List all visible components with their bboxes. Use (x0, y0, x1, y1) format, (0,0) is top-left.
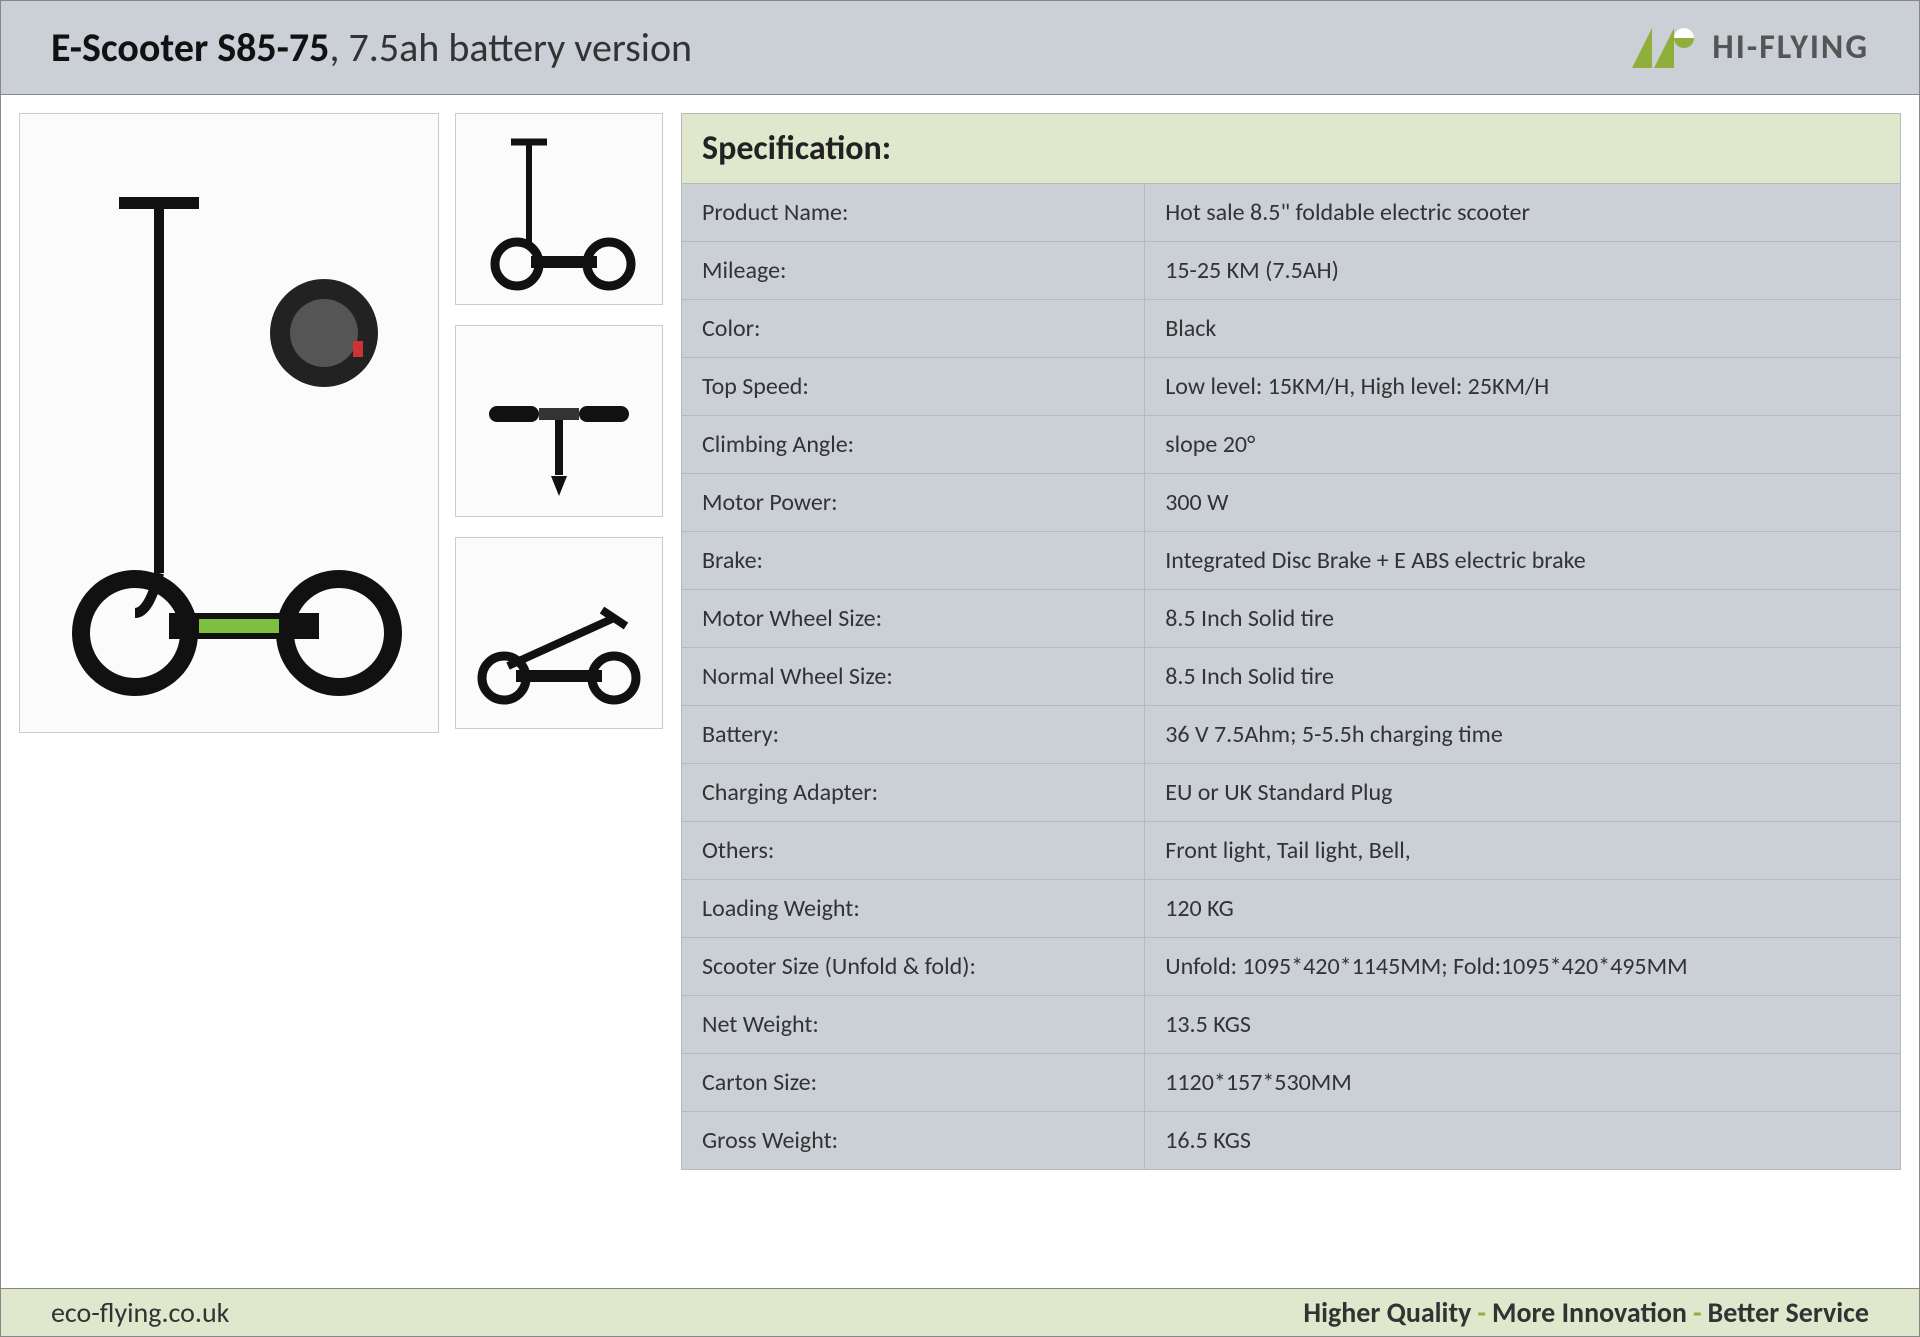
table-row: Loading Weight:120 KG (682, 880, 1901, 938)
spec-value: 36 V 7.5Ahm; 5-5.5h charging time (1145, 706, 1901, 764)
spec-value: EU or UK Standard Plug (1145, 764, 1901, 822)
tagline-sep-2: - (1687, 1295, 1708, 1330)
table-row: Others:Front light, Tail light, Bell, (682, 822, 1901, 880)
spec-label: Gross Weight: (682, 1112, 1145, 1170)
tagline-3: Better Service (1708, 1295, 1869, 1330)
spec-value: 15-25 KM (7.5AH) (1145, 242, 1901, 300)
spec-value: 8.5 Inch Solid tire (1145, 648, 1901, 706)
table-row: Carton Size:1120*157*530MM (682, 1054, 1901, 1112)
spec-value: 120 KG (1145, 880, 1901, 938)
spec-label: Carton Size: (682, 1054, 1145, 1112)
table-row: Brake:Integrated Disc Brake + E ABS elec… (682, 532, 1901, 590)
table-row: Color:Black (682, 300, 1901, 358)
spec-label: Others: (682, 822, 1145, 880)
spec-value: 13.5 KGS (1145, 996, 1901, 1054)
thumbnail-column (455, 113, 663, 1278)
spec-label: Mileage: (682, 242, 1145, 300)
tagline-1: Higher Quality (1303, 1295, 1471, 1330)
footer-url: eco-flying.co.uk (51, 1295, 229, 1330)
page-title: E-Scooter S85-75, 7.5ah battery version (51, 23, 692, 72)
spec-label: Top Speed: (682, 358, 1145, 416)
table-row: Climbing Angle:slope 20° (682, 416, 1901, 474)
spec-label: Scooter Size (Unfold & fold): (682, 938, 1145, 996)
table-row: Battery:36 V 7.5Ahm; 5-5.5h charging tim… (682, 706, 1901, 764)
spec-panel: Specification: Product Name:Hot sale 8.5… (681, 113, 1901, 1278)
spec-label: Motor Wheel Size: (682, 590, 1145, 648)
spec-value: Integrated Disc Brake + E ABS electric b… (1145, 532, 1901, 590)
spec-label: Normal Wheel Size: (682, 648, 1145, 706)
spec-label: Charging Adapter: (682, 764, 1145, 822)
main-content: Specification: Product Name:Hot sale 8.5… (0, 95, 1920, 1288)
thumb-scooter-angle (455, 113, 663, 305)
table-row: Product Name:Hot sale 8.5" foldable elec… (682, 184, 1901, 242)
tagline-sep-1: - (1471, 1295, 1492, 1330)
spec-value: Front light, Tail light, Bell, (1145, 822, 1901, 880)
spec-label: Net Weight: (682, 996, 1145, 1054)
table-row: Motor Wheel Size:8.5 Inch Solid tire (682, 590, 1901, 648)
spec-label: Product Name: (682, 184, 1145, 242)
main-product-image (19, 113, 439, 733)
spec-label: Loading Weight: (682, 880, 1145, 938)
brand-logo: HI-FLYING (1630, 26, 1869, 70)
table-row: Normal Wheel Size:8.5 Inch Solid tire (682, 648, 1901, 706)
spec-label: Battery: (682, 706, 1145, 764)
thumb-folded (455, 537, 663, 729)
thumb-handlebar (455, 325, 663, 517)
spec-label: Brake: (682, 532, 1145, 590)
spec-value: slope 20° (1145, 416, 1901, 474)
table-row: Gross Weight:16.5 KGS (682, 1112, 1901, 1170)
spec-label: Motor Power: (682, 474, 1145, 532)
header-bar: E-Scooter S85-75, 7.5ah battery version … (0, 0, 1920, 95)
title-variant: , 7.5ah battery version (329, 23, 692, 72)
title-model: E-Scooter S85-75 (51, 23, 329, 72)
brand-name: HI-FLYING (1712, 27, 1869, 68)
spec-heading: Specification: (681, 113, 1901, 183)
spec-label: Climbing Angle: (682, 416, 1145, 474)
spec-value: Black (1145, 300, 1901, 358)
tagline-2: More Innovation (1492, 1295, 1687, 1330)
footer-bar: eco-flying.co.uk Higher Quality-More Inn… (0, 1288, 1920, 1337)
product-images (19, 113, 663, 1278)
spec-value: 300 W (1145, 474, 1901, 532)
table-row: Charging Adapter:EU or UK Standard Plug (682, 764, 1901, 822)
spec-value: Hot sale 8.5" foldable electric scooter (1145, 184, 1901, 242)
spec-value: 8.5 Inch Solid tire (1145, 590, 1901, 648)
spec-value: Low level: 15KM/H, High level: 25KM/H (1145, 358, 1901, 416)
table-row: Mileage:15-25 KM (7.5AH) (682, 242, 1901, 300)
table-row: Net Weight:13.5 KGS (682, 996, 1901, 1054)
spec-table: Product Name:Hot sale 8.5" foldable elec… (681, 183, 1901, 1170)
table-row: Top Speed:Low level: 15KM/H, High level:… (682, 358, 1901, 416)
table-row: Motor Power:300 W (682, 474, 1901, 532)
footer-tagline: Higher Quality-More Innovation-Better Se… (1303, 1295, 1869, 1330)
spec-label: Color: (682, 300, 1145, 358)
brand-logo-icon (1630, 26, 1700, 70)
spec-value: Unfold: 1095*420*1145MM; Fold:1095*420*4… (1145, 938, 1901, 996)
spec-value: 16.5 KGS (1145, 1112, 1901, 1170)
spec-value: 1120*157*530MM (1145, 1054, 1901, 1112)
table-row: Scooter Size (Unfold & fold):Unfold: 109… (682, 938, 1901, 996)
